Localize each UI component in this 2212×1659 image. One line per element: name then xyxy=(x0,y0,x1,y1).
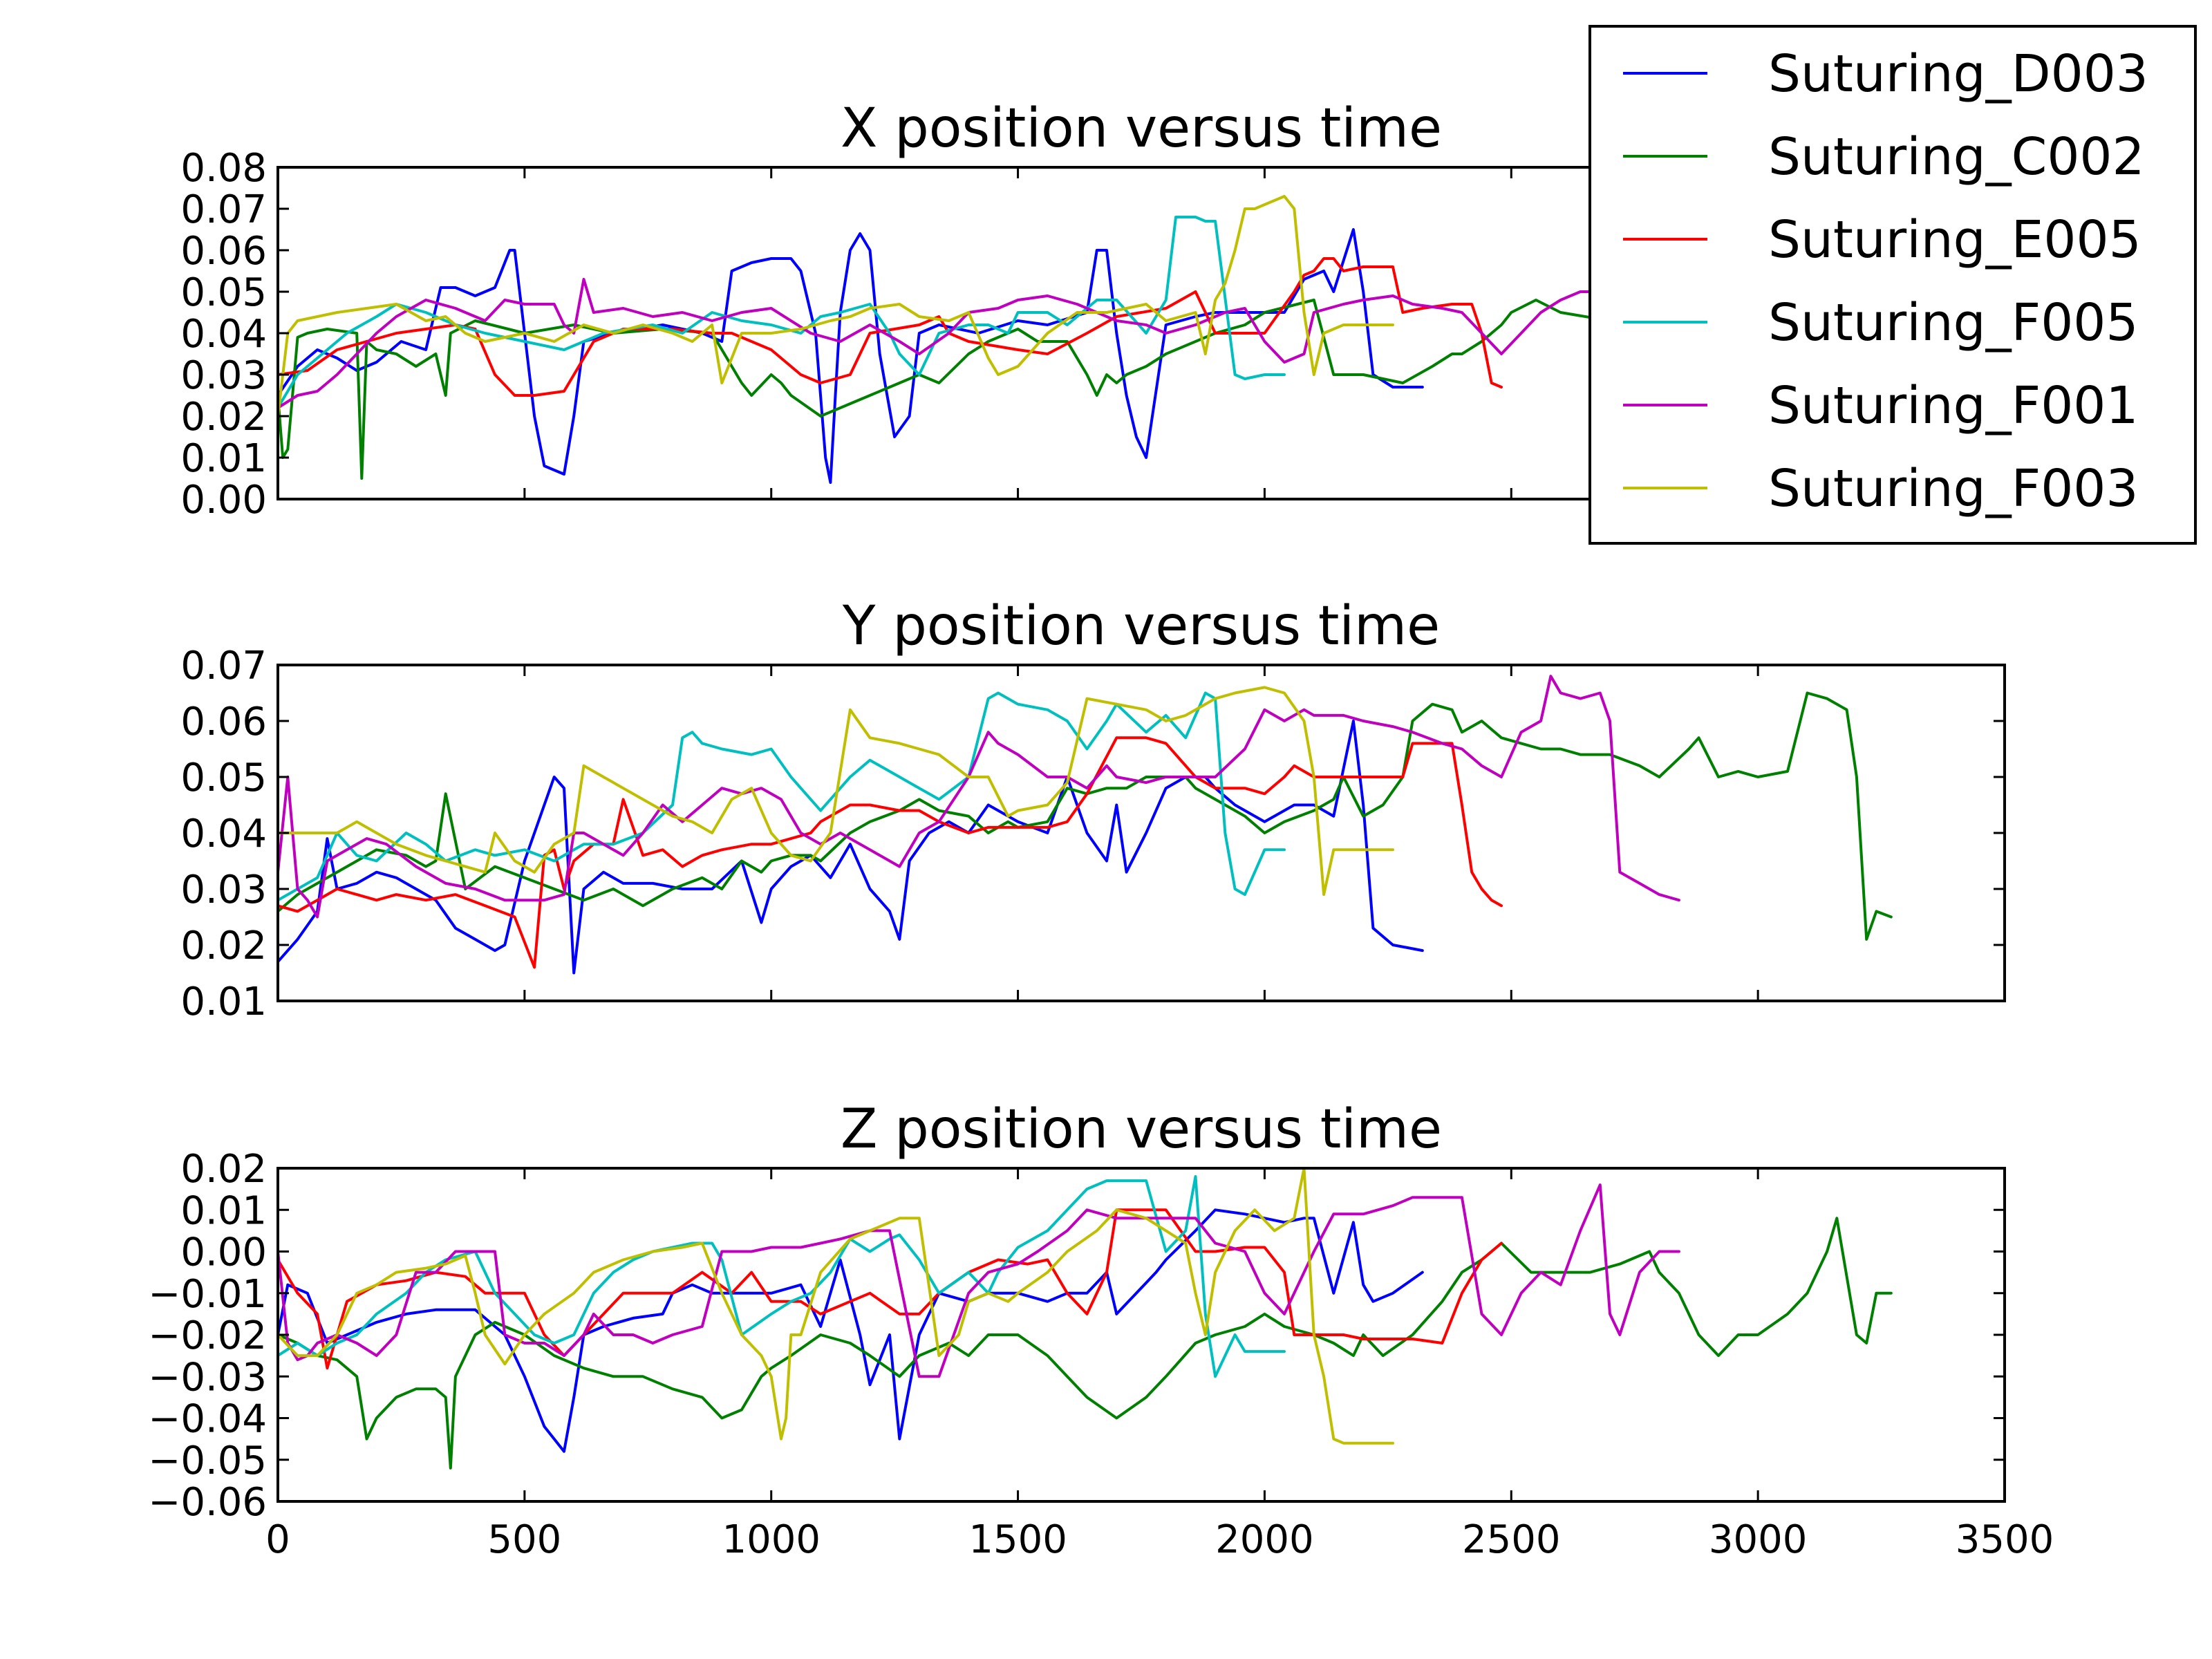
legend-label: Suturing_E005 xyxy=(1768,210,2141,270)
series-line-suturing-c002 xyxy=(276,691,1893,941)
series-line-suturing-f003 xyxy=(276,1167,1394,1445)
legend-box xyxy=(1588,25,2197,545)
y-panel-frame xyxy=(276,664,2006,1002)
y-tick-label: 0.01 xyxy=(180,980,267,1024)
series-line-suturing-e005 xyxy=(276,257,1503,397)
x-panel-ticks: 0.000.010.020.030.040.050.060.070.08 xyxy=(180,146,2006,523)
y-tick-label: 0.05 xyxy=(180,756,267,800)
y-panel-title: Y position versus time xyxy=(842,595,1440,657)
z-position-panel: Z position versus time −0.06−0.05−0.04−0… xyxy=(148,1098,2054,1562)
z-panel-frame xyxy=(276,1167,2006,1503)
z-panel-title: Z position versus time xyxy=(841,1098,1442,1161)
y-position-panel: Y position versus time 0.01 0.02 0.03 0.04 0… xyxy=(180,595,2006,1024)
legend-label: Suturing_C002 xyxy=(1768,127,2145,187)
y-tick-label: 0.04 xyxy=(180,312,267,357)
x-tick-label: 3000 xyxy=(1709,1517,1808,1562)
y-panel-series xyxy=(276,675,1893,975)
y-tick-label: 0.04 xyxy=(180,812,267,856)
y-tick-label: 0.03 xyxy=(180,868,267,912)
y-tick-label: 0.01 xyxy=(180,1188,267,1233)
series-line-suturing-f003 xyxy=(276,686,1394,897)
legend-label: Suturing_F001 xyxy=(1768,376,2138,435)
x-tick-label: 0 xyxy=(265,1517,290,1562)
legend-label: Suturing_F005 xyxy=(1768,293,2138,353)
y-tick-label: −0.06 xyxy=(148,1480,267,1525)
series-line-suturing-f003 xyxy=(276,195,1394,418)
y-tick-label: −0.02 xyxy=(148,1313,267,1358)
y-tick-label: 0.07 xyxy=(180,187,267,232)
z-panel-ticks: −0.06−0.05−0.04−0.03−0.02−0.010.000.010.… xyxy=(148,1147,2054,1562)
y-tick-label: −0.04 xyxy=(148,1397,267,1442)
legend-label: Suturing_F003 xyxy=(1768,459,2138,518)
y-tick-label: 0.02 xyxy=(180,924,267,968)
series-line-suturing-f001 xyxy=(276,1183,1680,1378)
y-tick-label: 0.05 xyxy=(180,270,267,315)
legend-label: Suturing_D003 xyxy=(1768,44,2148,104)
x-tick-label: 1500 xyxy=(968,1517,1067,1562)
x-tick-label: 2000 xyxy=(1215,1517,1314,1562)
x-panel-series xyxy=(276,195,1893,484)
legend: Suturing_D003 Suturing_C002 Suturing_E005 S… xyxy=(1588,25,2197,545)
x-tick-label: 1000 xyxy=(722,1517,821,1562)
y-tick-label: 0.07 xyxy=(180,644,267,688)
y-tick-label: 0.02 xyxy=(180,395,267,440)
x-tick-label: 2500 xyxy=(1462,1517,1561,1562)
y-tick-label: −0.01 xyxy=(148,1272,267,1317)
series-line-suturing-f005 xyxy=(276,1175,1286,1378)
x-panel-title: X position versus time xyxy=(841,97,1442,160)
series-line-suturing-d003 xyxy=(276,228,1424,484)
y-tick-label: 0.00 xyxy=(180,478,267,523)
y-tick-label: 0.06 xyxy=(180,229,267,274)
series-line-suturing-f001 xyxy=(276,675,1680,919)
series-line-suturing-c002 xyxy=(276,1217,1893,1470)
series-line-suturing-e005 xyxy=(276,1208,1503,1370)
series-line-suturing-f001 xyxy=(276,199,1680,409)
y-tick-label: 0.06 xyxy=(180,700,267,744)
y-tick-label: −0.03 xyxy=(148,1355,267,1400)
y-tick-label: 0.08 xyxy=(180,146,267,191)
y-tick-label: 0.03 xyxy=(180,353,267,398)
z-panel-series xyxy=(276,1167,1893,1470)
x-position-panel: X position versus time 0.000.010.020.030… xyxy=(180,97,2006,523)
series-line-suturing-e005 xyxy=(276,736,1503,969)
y-tick-label: 0.01 xyxy=(180,436,267,481)
y-tick-label: −0.05 xyxy=(148,1438,267,1483)
legend-entries: Suturing_D003 Suturing_C002 Suturing_E005 S… xyxy=(1623,44,2148,518)
x-tick-label: 3500 xyxy=(1956,1517,2054,1562)
y-tick-label: 0.00 xyxy=(180,1230,267,1275)
x-tick-label: 500 xyxy=(487,1517,561,1562)
y-tick-label: 0.02 xyxy=(180,1147,267,1192)
